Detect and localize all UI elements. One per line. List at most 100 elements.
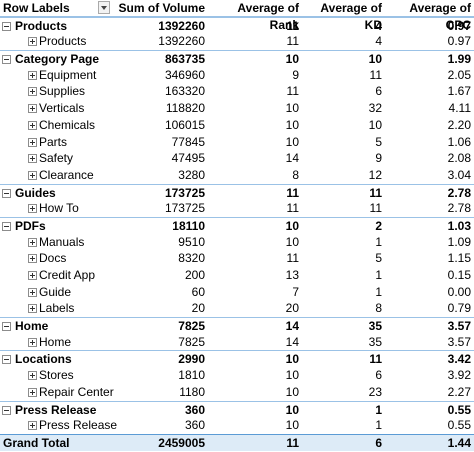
value-cell: 173725 <box>164 185 205 200</box>
grand-total-label: Grand Total <box>3 435 70 450</box>
row-label-cell: Guide <box>0 284 112 301</box>
child-row: Manuals 9510 10 1 1.09 <box>0 234 474 251</box>
expand-button[interactable] <box>28 304 37 314</box>
group-label: Locations <box>15 352 72 367</box>
value-cell: 10 <box>285 134 299 149</box>
collapse-button[interactable] <box>2 221 11 231</box>
collapse-button[interactable] <box>2 21 11 31</box>
value-cell: 1.03 <box>447 218 471 233</box>
icon-glyph <box>30 106 35 112</box>
value-cell: 11 <box>286 185 299 200</box>
child-row: Press Release 360 10 1 0.55 <box>0 417 474 434</box>
value-cell: 1 <box>375 268 382 282</box>
row-label-cell: Products <box>0 18 112 34</box>
value-cell: 11 <box>369 185 382 200</box>
value-cell: 863735 <box>164 52 205 67</box>
expand-button[interactable] <box>28 104 37 114</box>
value-cell: 11 <box>369 201 382 216</box>
value-cell: 2.78 <box>447 201 471 216</box>
expand-button[interactable] <box>28 271 37 280</box>
value-cell: 10 <box>285 384 299 399</box>
group-row: Locations 2990 10 11 3.42 <box>0 350 474 367</box>
value-cell: 3.04 <box>447 167 471 182</box>
expand-button[interactable] <box>28 120 37 130</box>
child-label: Stores <box>39 368 74 383</box>
value-cell: 11 <box>286 84 299 99</box>
icon-glyph <box>4 409 9 411</box>
expand-button[interactable] <box>28 154 37 164</box>
expand-button[interactable] <box>28 371 37 381</box>
expand-button[interactable] <box>28 237 37 247</box>
child-label: Chemicals <box>39 117 96 132</box>
expand-button[interactable] <box>28 421 37 431</box>
value-cell: 0.79 <box>447 301 471 316</box>
group-row: Guides 173725 11 11 2.78 <box>0 183 474 201</box>
expand-button[interactable] <box>28 87 37 97</box>
value-cell: 1180 <box>179 384 205 399</box>
child-row: Stores 1810 10 6 3.92 <box>0 367 474 384</box>
value-cell: 10 <box>368 117 382 132</box>
icon-glyph <box>30 389 35 395</box>
expand-button[interactable] <box>28 37 37 47</box>
icon-glyph <box>4 359 9 361</box>
expand-button[interactable] <box>28 170 37 180</box>
group-label: Products <box>15 18 68 33</box>
row-label-cell: Docs <box>0 250 112 267</box>
filter-glyph <box>101 6 107 10</box>
value-cell: 10 <box>285 52 299 67</box>
row-label-cell: Category Page <box>0 51 112 67</box>
value-cell: 11 <box>286 251 299 266</box>
expand-button[interactable] <box>28 387 37 397</box>
collapse-button[interactable] <box>2 55 11 65</box>
group-label: Category Page <box>15 52 100 67</box>
value-cell: 2459005 <box>158 435 205 450</box>
value-cell: 173725 <box>164 201 205 216</box>
value-cell: 2.08 <box>447 151 471 166</box>
value-cell: 6 <box>375 435 382 450</box>
filter-button[interactable] <box>98 1 110 14</box>
child-label: Products <box>39 34 87 49</box>
value-cell: 8 <box>292 167 299 182</box>
icon-glyph <box>4 192 9 194</box>
child-label: Clearance <box>39 167 94 182</box>
grand-total-row: Grand Total 2459005 11 6 1.44 <box>0 433 474 452</box>
icon-glyph <box>30 306 35 312</box>
value-cell: 10 <box>285 101 299 116</box>
value-cell: 4 <box>375 18 382 33</box>
expand-button[interactable] <box>28 204 37 214</box>
value-cell: 8 <box>375 301 382 316</box>
value-cell: 3.57 <box>447 334 471 349</box>
value-cell: 14 <box>285 319 299 334</box>
row-label-cell: Credit App <box>0 267 112 284</box>
group-row: PDFs 18110 10 2 1.03 <box>0 216 474 234</box>
column-header: Average of CPC <box>409 1 471 32</box>
expand-button[interactable] <box>28 337 37 347</box>
child-label: Manuals <box>39 234 85 249</box>
value-cell: 200 <box>184 268 205 282</box>
expand-button[interactable] <box>28 137 37 147</box>
icon-glyph <box>30 139 35 145</box>
expand-button[interactable] <box>28 287 37 297</box>
column-header: Row Labels <box>3 1 70 15</box>
value-cell: 20 <box>285 301 299 316</box>
value-cell: 12 <box>368 167 382 182</box>
child-label: Labels <box>39 301 75 316</box>
row-label-cell: Equipment <box>0 67 112 84</box>
collapse-button[interactable] <box>2 405 11 415</box>
value-cell: 10 <box>285 117 299 132</box>
column-header: Sum of Volume <box>118 1 205 15</box>
child-label: Docs <box>39 251 67 266</box>
expand-button[interactable] <box>28 254 37 264</box>
value-cell: 1.99 <box>447 52 471 67</box>
value-cell: 9510 <box>178 234 205 249</box>
row-label-cell: Press Release <box>0 402 112 418</box>
collapse-button[interactable] <box>2 355 11 365</box>
value-cell: 1.67 <box>447 84 471 99</box>
collapse-button[interactable] <box>2 188 11 198</box>
child-row: Clearance 3280 8 12 3.04 <box>0 167 474 184</box>
value-cell: 2.78 <box>447 185 471 200</box>
row-label-cell: Repair Center <box>0 384 114 401</box>
expand-button[interactable] <box>28 70 37 80</box>
collapse-button[interactable] <box>2 322 11 332</box>
row-label-cell: Chemicals <box>0 117 112 134</box>
